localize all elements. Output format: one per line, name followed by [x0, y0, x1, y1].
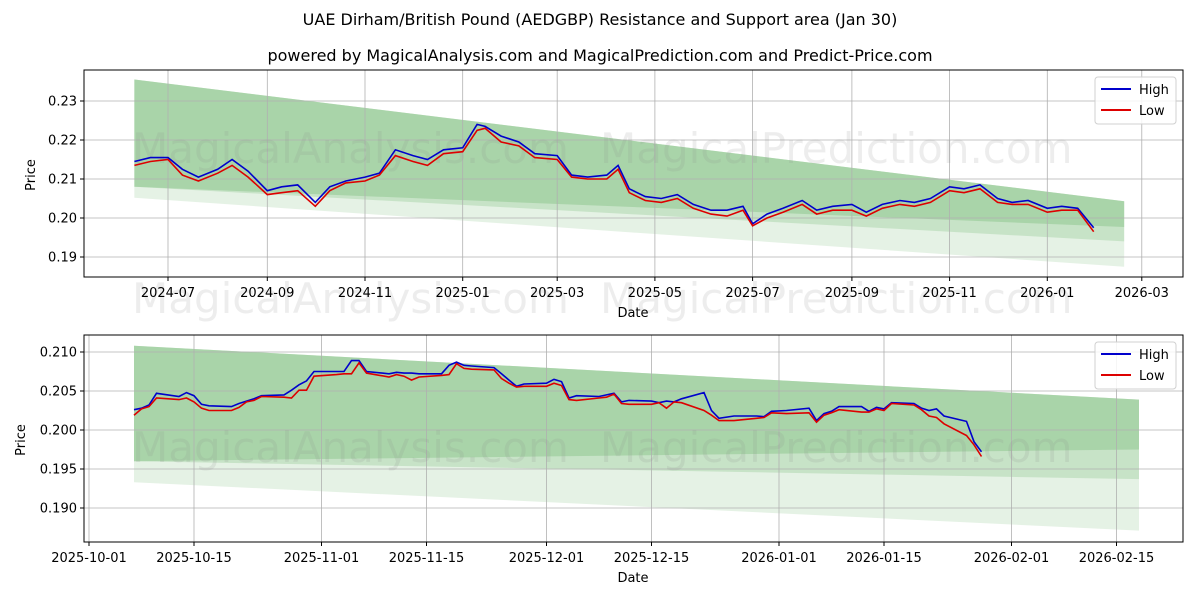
- top-x-axis-label: Date: [617, 306, 648, 321]
- y-tick-label: 0.19: [48, 251, 77, 266]
- top-axes-frame: [83, 69, 1184, 278]
- x-tick-label: 2025-10-15: [156, 551, 232, 566]
- top-legend: High Low: [1094, 76, 1177, 125]
- x-tick-label: 2024-11: [338, 286, 392, 301]
- y-tick-label: 0.20: [48, 212, 77, 227]
- chart-subtitle: powered by MagicalAnalysis.com and Magic…: [267, 46, 933, 65]
- y-tick-label: 0.195: [40, 463, 77, 478]
- bottom-high-line: [133, 359, 983, 453]
- y-tick-label: 0.23: [48, 95, 77, 110]
- legend-low-label: Low: [1139, 369, 1165, 384]
- y-tick-label: 0.205: [40, 385, 77, 400]
- bottom-axis-ticks: 0.190 0.195 0.200 0.205 0.210 2025-10-01 2025-…: [40, 346, 1155, 567]
- watermark-magical-analysis: MagicalAnalysis.com: [132, 423, 569, 472]
- x-tick-label: 2025-09: [825, 286, 879, 301]
- watermark-magical-prediction: MagicalPrediction.com: [600, 274, 1073, 323]
- bottom-legend: High Low: [1094, 341, 1177, 390]
- top-y-axis-label: Price: [24, 159, 39, 191]
- y-tick-label: 0.22: [48, 134, 77, 149]
- watermark-magical-analysis: MagicalAnalysis.com: [132, 124, 569, 173]
- x-tick-label: 2026-03: [1115, 286, 1169, 301]
- x-tick-label: 2024-07: [141, 286, 195, 301]
- bottom-grid: [84, 335, 1183, 542]
- x-tick-label: 2026-01-15: [846, 551, 922, 566]
- bottom-axes-frame: [83, 334, 1184, 543]
- x-tick-label: 2025-03: [530, 286, 584, 301]
- resistance-band-core: [134, 79, 1125, 227]
- x-tick-label: 2025-11-15: [389, 551, 465, 566]
- top-support-resistance-bands: [134, 79, 1125, 267]
- x-tick-label: 2025-05: [628, 286, 682, 301]
- watermark-magical-analysis: MagicalAnalysis.com: [132, 274, 569, 323]
- top-high-line: [134, 123, 1095, 229]
- x-tick-label: 2025-07: [725, 286, 779, 301]
- x-tick-label: 2025-12-15: [614, 551, 690, 566]
- top-axis-ticks: 0.19 0.20 0.21 0.22 0.23 2024-07 2024-09 2024-1…: [48, 95, 1169, 302]
- watermark-magical-prediction: MagicalPrediction.com: [600, 423, 1073, 472]
- legend-high-label: High: [1139, 83, 1169, 98]
- x-tick-label: 2025-11: [922, 286, 976, 301]
- bottom-support-resistance-bands: [134, 345, 1139, 531]
- y-tick-label: 0.21: [48, 173, 77, 188]
- bottom-price-chart: MagicalAnalysis.com MagicalPrediction.co…: [14, 334, 1184, 586]
- chart-title: UAE Dirham/British Pound (AEDGBP) Resist…: [302, 10, 898, 29]
- top-price-chart: MagicalAnalysis.com MagicalPrediction.co…: [24, 69, 1184, 323]
- x-tick-label: 2025-12-01: [509, 551, 585, 566]
- x-tick-label: 2026-02-01: [974, 551, 1050, 566]
- x-tick-label: 2026-02-15: [1079, 551, 1155, 566]
- y-tick-label: 0.190: [40, 502, 77, 517]
- bottom-y-axis-label: Price: [14, 424, 29, 456]
- x-tick-label: 2024-09: [240, 286, 294, 301]
- y-tick-label: 0.200: [40, 424, 77, 439]
- x-tick-label: 2025-10-01: [51, 551, 127, 566]
- x-tick-label: 2026-01-01: [741, 551, 817, 566]
- bottom-low-line: [133, 361, 983, 457]
- resistance-band-core: [134, 345, 1139, 462]
- bottom-x-axis-label: Date: [617, 571, 648, 586]
- watermark-magical-prediction: MagicalPrediction.com: [600, 124, 1073, 173]
- x-tick-label: 2025-01: [436, 286, 490, 301]
- legend-low-label: Low: [1139, 104, 1165, 119]
- x-tick-label: 2025-11-01: [284, 551, 360, 566]
- x-tick-label: 2026-01: [1020, 286, 1074, 301]
- legend-high-label: High: [1139, 348, 1169, 363]
- top-low-line: [134, 127, 1095, 233]
- y-tick-label: 0.210: [40, 346, 77, 361]
